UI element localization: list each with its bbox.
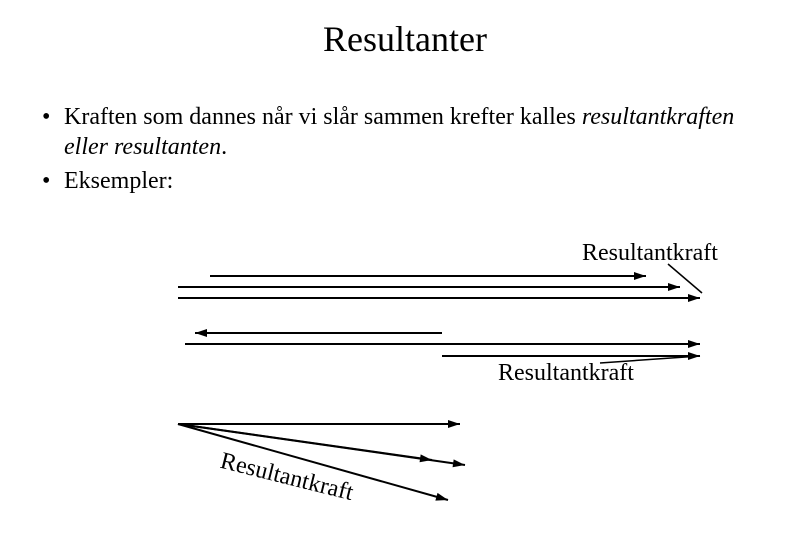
- resultant-label-2: Resultantkraft: [498, 360, 634, 387]
- slide: Resultanter • Kraften som dannes når vi …: [0, 0, 810, 540]
- vector-diagram: [0, 0, 810, 540]
- resultant-label-1: Resultantkraft: [582, 240, 718, 267]
